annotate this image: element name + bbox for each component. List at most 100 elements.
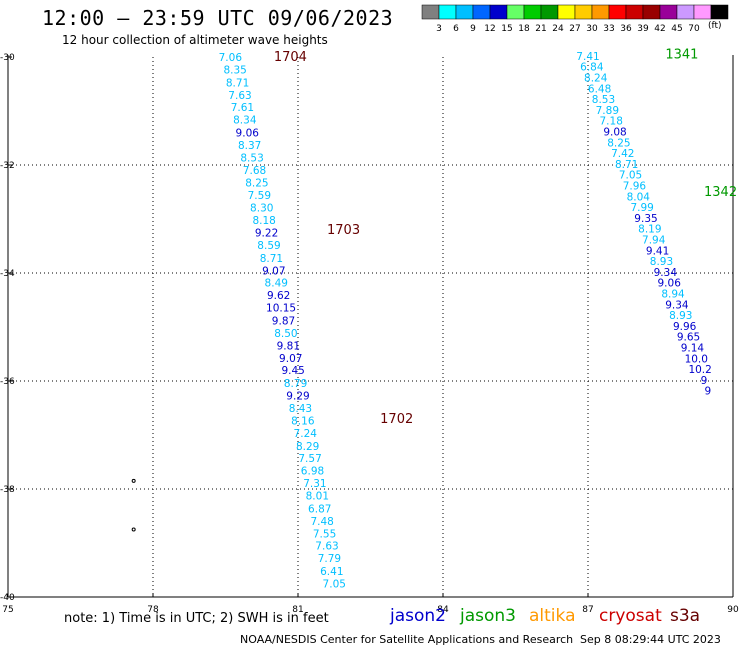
y-tick-label: -32 [0,161,15,171]
wave-height-value: 7.99 [630,202,653,214]
generated-timestamp: Sep 8 08:29:44 UTC 2023 [580,633,721,646]
wave-height-value: 8.16 [291,415,315,427]
map-frame [7,55,734,598]
wave-height-value: 8.59 [257,240,280,252]
time-label: 1342 [704,185,737,200]
wave-height-value: 8.04 [627,191,651,203]
wave-height-value: 9.87 [272,316,295,328]
colorbar-unit: (ft) [708,21,722,31]
wave-height-value: 6.98 [301,466,324,478]
wave-height-value: 8.30 [250,203,273,215]
colorbar-swatch [659,4,678,20]
colorbar-swatch [557,4,576,20]
wave-height-value: 8.25 [607,137,630,149]
wave-height-value: 7.31 [303,478,326,490]
colorbar-label: 12 [484,24,495,34]
wave-height-value: 8.53 [592,94,615,106]
wave-height-value: 7.55 [313,528,336,540]
wave-height-value: 9.65 [677,332,700,344]
wave-height-value: 7.79 [318,553,341,565]
wave-height-value: 9.41 [646,245,669,257]
satellite-altika: altika [529,606,576,626]
colorbar-swatch [608,4,627,20]
wave-height-value: 7.63 [228,90,251,102]
wave-height-value: 8.71 [260,253,283,265]
wave-height-value: 7.18 [600,116,623,128]
wave-height-value: 8.71 [226,77,249,89]
wave-height-value: 8.53 [240,152,263,164]
coast-mark [131,527,136,532]
wave-height-value: 6.41 [320,566,343,578]
x-tick-label: 75 [2,605,13,615]
wave-height-value: 7.05 [619,170,642,182]
wave-height-value: 9.06 [236,128,260,140]
y-tick-label: -34 [0,269,15,279]
wave-height-value: 7.89 [596,105,619,117]
wave-height-value: 7.24 [294,428,318,440]
page-title: 12:00 – 23:59 UTC 09/06/2023 [42,6,394,30]
wave-height-value: 8.50 [274,328,297,340]
wave-height-value: 7.06 [219,52,243,64]
time-label: 1703 [327,223,360,238]
wave-height-value: 8.25 [245,177,268,189]
colorbar-swatch [574,4,593,20]
x-tick-label: 78 [147,605,159,615]
wave-height-value: 7.48 [310,516,333,528]
coast-mark [131,478,136,483]
colorbar-swatch [506,4,525,20]
wave-height-value: 8.18 [252,215,275,227]
wave-height-value: 7.61 [231,102,254,114]
colorbar-swatch [523,4,542,20]
colorbar-swatch [489,4,508,20]
footnote: note: 1) Time is in UTC; 2) SWH is in fe… [64,611,329,626]
wave-height-value: 7.63 [315,541,338,553]
colorbar-label: 42 [654,24,665,34]
colorbar-label: 33 [603,24,614,34]
wave-height-value: 10.15 [266,303,296,315]
wave-height-value: 8.94 [661,289,685,301]
x-tick-label: 87 [582,605,593,615]
wave-height-value: 7.57 [298,453,321,465]
wave-height-value: 6.84 [580,62,604,74]
wave-height-value: 9.35 [634,213,657,225]
colorbar-swatch [472,4,491,20]
wave-height-value: 9 [701,375,708,387]
wave-height-value: 7.41 [576,51,599,63]
colorbar-label: 21 [535,24,546,34]
coast-marks [131,478,136,532]
wave-height-value: 6.87 [308,503,331,515]
y-tick-label: -40 [0,593,15,603]
grid-lines [8,57,733,597]
colorbar-label: 18 [518,24,530,34]
wave-height-value: 9.96 [673,321,697,333]
colorbar-swatch [438,4,457,20]
colorbar-label: 70 [688,24,700,34]
wave-height-value: 10.0 [685,353,708,365]
wave-height-value: 9.34 [654,267,678,279]
satellite-cryosat: cryosat [599,606,662,626]
colorbar-label: 24 [552,24,564,34]
wave-height-value: 7.59 [248,190,271,202]
wave-height-value: 9.62 [267,290,290,302]
wave-height-points: 7.068.358.717.637.618.349.068.378.537.68… [219,51,712,591]
y-tick-label: -36 [0,377,15,387]
wave-height-value: 9.14 [681,343,705,355]
colorbar: 3 6 9 12 15 18 21 24 27 30 33 36 39 42 45 70 [421,4,729,34]
wave-height-value: 9 [705,386,712,398]
y-tick-label: -30 [0,53,15,63]
wave-height-value: 9.29 [286,391,309,403]
wave-height-value: 8.01 [306,490,329,502]
x-tick-label: 90 [727,605,739,615]
wave-height-value: 9.07 [279,353,302,365]
colorbar-swatch [710,4,729,20]
page-subtitle: 12 hour collection of altimeter wave hei… [62,33,328,47]
wave-height-value: 10.2 [688,364,711,376]
colorbar-label: 36 [620,24,632,34]
colorbar-label: 39 [637,24,649,34]
wave-height-value: 8.24 [584,73,608,85]
wave-height-value: 7.68 [243,165,266,177]
wave-height-value: 8.37 [238,140,261,152]
wave-height-value: 7.05 [323,579,346,591]
wave-height-value: 8.93 [650,256,673,268]
